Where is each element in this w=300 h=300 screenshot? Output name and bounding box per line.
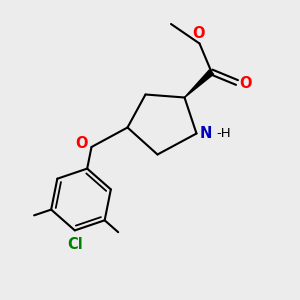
Text: N: N	[200, 126, 212, 141]
Text: -H: -H	[217, 127, 231, 140]
Polygon shape	[184, 70, 214, 98]
Text: O: O	[240, 76, 252, 91]
Text: Cl: Cl	[67, 237, 83, 252]
Text: O: O	[192, 26, 204, 41]
Text: O: O	[75, 136, 88, 151]
